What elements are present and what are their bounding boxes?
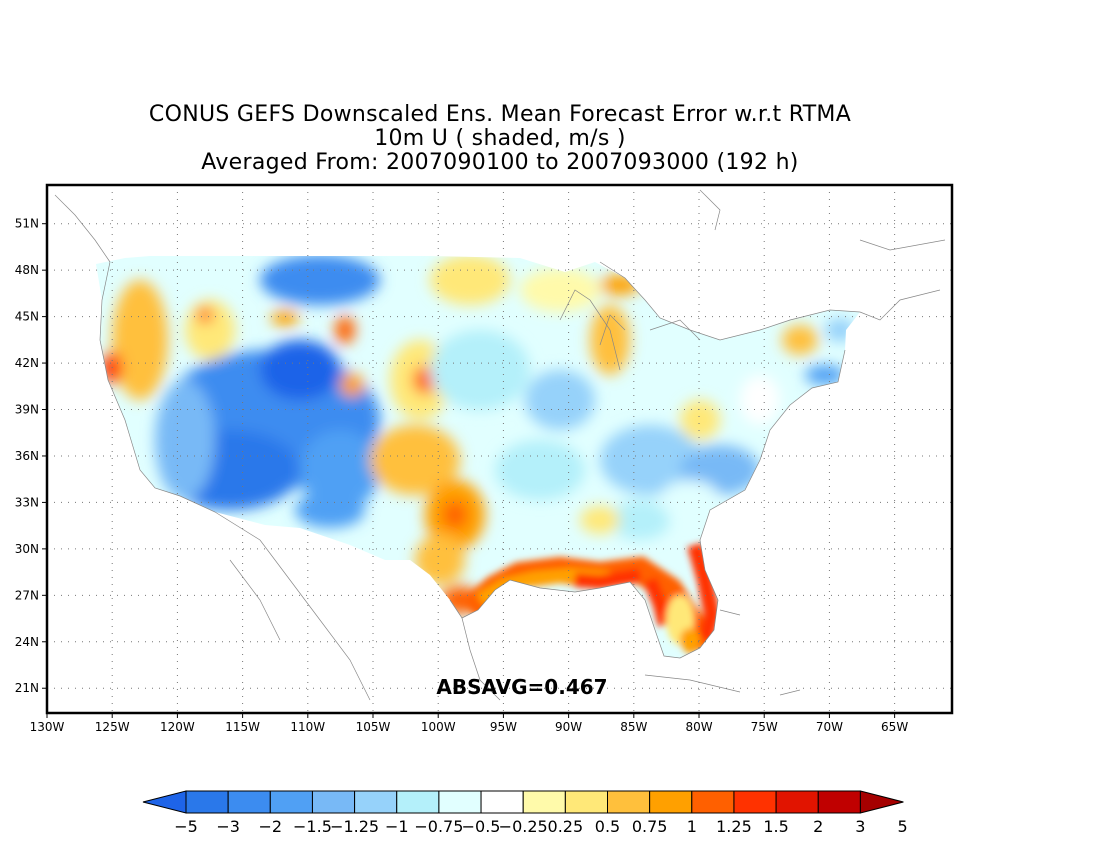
colorbar-swatch	[438, 790, 482, 814]
colorbar-label: −0.75	[414, 817, 463, 836]
colorbar-swatch	[269, 790, 313, 814]
colorbar-swatch	[649, 790, 693, 814]
lat-tick-label: 21N	[15, 681, 39, 695]
colorbar-label: 0.25	[548, 817, 584, 836]
colorbar-swatch	[607, 790, 651, 814]
lat-tick-label: 42N	[15, 356, 39, 370]
title-line-2: 10m U ( shaded, m/s )	[374, 126, 626, 151]
title-line-3: Averaged From: 2007090100 to 2007093000 …	[201, 150, 799, 175]
colorbar-label: −1.25	[330, 817, 379, 836]
lon-tick-label: 65W	[881, 720, 908, 734]
lat-tick-label: 51N	[15, 217, 39, 231]
lon-tick-label: 90W	[555, 720, 582, 734]
colorbar-label: −1	[385, 817, 409, 836]
lon-tick-label: 80W	[685, 720, 712, 734]
lat-tick-label: 48N	[15, 263, 39, 277]
colorbar-swatch	[185, 790, 229, 814]
colorbar-label: 1.25	[716, 817, 752, 836]
colorbar-swatch	[480, 790, 524, 814]
longitude-labels: 130W 125W 120W 115W 110W 105W 100W 95W 90W 85W 80W…	[30, 713, 908, 734]
lon-tick-label: 120W	[160, 720, 195, 734]
lat-tick-label: 36N	[15, 449, 39, 463]
colorbar-label: 1.5	[763, 817, 788, 836]
colorbar-label: 3	[855, 817, 865, 836]
lon-tick-label: 85W	[620, 720, 647, 734]
colorbar-label: −2	[259, 817, 283, 836]
title-line-1: CONUS GEFS Downscaled Ens. Mean Forecast…	[148, 102, 852, 127]
colorbar-label: 1	[687, 817, 697, 836]
absavg-label: ABSAVG=0.467	[436, 675, 607, 699]
colorbar-swatch	[733, 790, 777, 814]
colorbar-label: −1.5	[293, 817, 332, 836]
colorbar-label: 5	[897, 817, 907, 836]
lon-tick-label: 100W	[421, 720, 456, 734]
colorbar-swatch	[691, 790, 735, 814]
lon-tick-label: 75W	[751, 720, 778, 734]
colorbar-labels: −5 −3 −2 −1.5−1.25 −1 −0.75−0.5−0.25 0.25 0.5 0.…	[174, 817, 907, 836]
colorbar-label: −3	[216, 817, 240, 836]
colorbar-arrow-low	[142, 790, 187, 814]
lon-tick-label: 125W	[95, 720, 130, 734]
lat-tick-label: 27N	[15, 588, 39, 602]
lat-tick-label: 39N	[15, 403, 39, 417]
colorbar-swatch	[311, 790, 356, 814]
latitude-labels: 51N 48N 45N 42N 39N 36N 33N 30N 27N 24N 21N	[15, 217, 47, 695]
colorbar-label: 2	[813, 817, 823, 836]
lon-tick-label: 95W	[490, 720, 517, 734]
lon-tick-label: 130W	[30, 720, 65, 734]
lon-tick-label: 110W	[290, 720, 325, 734]
lat-tick-label: 45N	[15, 310, 39, 324]
lon-tick-label: 115W	[225, 720, 260, 734]
colorbar-label: 0.75	[632, 817, 668, 836]
colorbar-label: −5	[174, 817, 198, 836]
colorbar-swatch	[817, 790, 861, 814]
colorbar-swatch	[564, 790, 608, 814]
coastlines	[54, 189, 946, 701]
colorbar-arrow-high	[859, 790, 904, 814]
colorbar-label: −0.5	[462, 817, 501, 836]
shaded-error-field	[96, 256, 860, 658]
colorbar-swatch	[354, 790, 398, 814]
colorbar	[142, 790, 904, 814]
colorbar-label: −0.25	[499, 817, 548, 836]
colorbar-swatch	[227, 790, 271, 814]
lat-tick-label: 33N	[15, 495, 39, 509]
lon-tick-label: 70W	[816, 720, 843, 734]
colorbar-swatch	[396, 790, 440, 814]
colorbar-swatch	[775, 790, 819, 814]
lat-tick-label: 30N	[15, 542, 39, 556]
lat-tick-label: 24N	[15, 635, 39, 649]
lon-tick-label: 105W	[356, 720, 391, 734]
colorbar-label: 0.5	[595, 817, 620, 836]
colorbar-swatch	[522, 790, 566, 814]
map-frame	[45, 183, 954, 715]
